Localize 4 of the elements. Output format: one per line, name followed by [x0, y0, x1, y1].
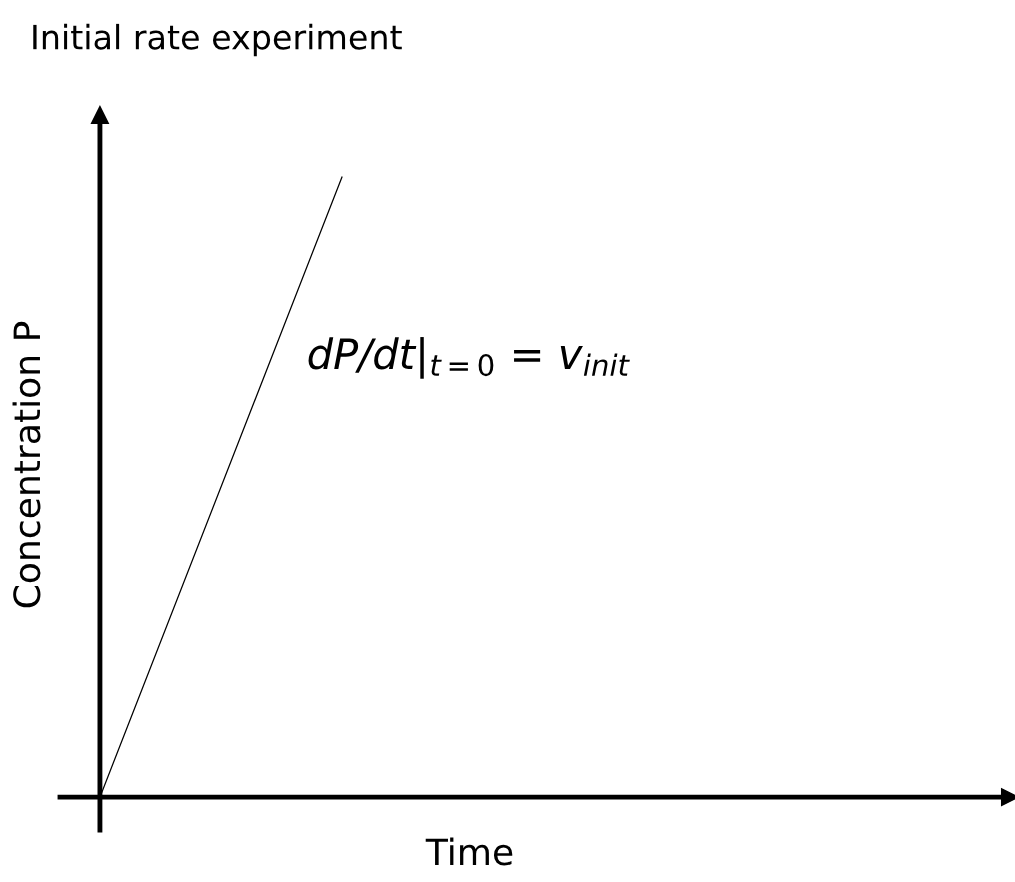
x-axis-title: Time: [425, 837, 513, 866]
annotation: dP/dt|$_{t=0}$ = v$_{init}$: [308, 337, 630, 379]
chart-title: Initial rate experiment: [33, 23, 402, 57]
y-axis-title: Concentration P: [12, 321, 41, 608]
